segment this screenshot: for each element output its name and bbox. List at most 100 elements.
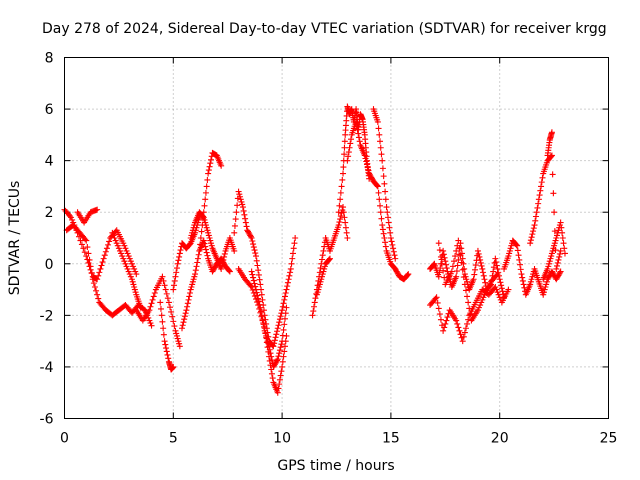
- data-point: [557, 247, 564, 254]
- data-point: [548, 129, 555, 136]
- data-point: [118, 250, 125, 257]
- data-point: [274, 328, 281, 335]
- data-point: [460, 274, 467, 281]
- data-point: [287, 265, 294, 272]
- data-point: [544, 265, 551, 272]
- data-point: [81, 249, 88, 256]
- data-point: [256, 276, 263, 283]
- data-point: [184, 300, 191, 307]
- data-point: [434, 299, 441, 306]
- data-point: [540, 291, 547, 298]
- data-point: [390, 248, 397, 255]
- data-series: [540, 219, 568, 283]
- data-point: [206, 163, 213, 170]
- data-point: [160, 331, 167, 338]
- data-point: [252, 253, 259, 260]
- data-point: [443, 317, 450, 324]
- data-point: [251, 280, 258, 287]
- data-point: [175, 257, 182, 264]
- data-point: [478, 262, 485, 269]
- data-point: [361, 152, 368, 159]
- data-point: [251, 247, 258, 254]
- data-point: [187, 286, 194, 293]
- data-point: [162, 286, 169, 293]
- data-point: [254, 262, 261, 269]
- data-point: [182, 310, 189, 317]
- data-point: [207, 237, 214, 244]
- data-series: [544, 129, 555, 159]
- data-point: [171, 277, 178, 284]
- data-point: [391, 252, 398, 259]
- data-point: [162, 341, 169, 348]
- data-point: [548, 250, 555, 257]
- data-point: [250, 241, 257, 248]
- data-point: [279, 332, 286, 339]
- data-point: [253, 257, 260, 264]
- data-point: [130, 281, 137, 288]
- data-series: [231, 188, 299, 350]
- data-point: [239, 201, 246, 208]
- data-point: [461, 281, 468, 288]
- data-point: [471, 271, 478, 278]
- data-point: [258, 291, 265, 298]
- data-point: [127, 258, 134, 265]
- data-point: [493, 272, 500, 279]
- x-axis-label: GPS time / hours: [277, 458, 394, 474]
- data-point: [342, 224, 349, 231]
- data-point: [466, 305, 473, 312]
- data-point: [276, 376, 283, 383]
- data-point: [276, 350, 283, 357]
- data-point: [268, 357, 275, 364]
- data-point: [454, 262, 461, 269]
- data-point: [390, 245, 397, 252]
- data-point: [535, 196, 542, 203]
- data-point: [176, 253, 183, 260]
- data-point: [94, 206, 101, 213]
- data-point: [123, 263, 130, 270]
- data-point: [382, 239, 389, 246]
- data-point: [514, 247, 521, 254]
- data-point: [239, 204, 246, 211]
- data-point: [146, 317, 153, 324]
- data-point: [164, 351, 171, 358]
- data-point: [530, 225, 537, 232]
- data-point: [480, 272, 487, 279]
- data-point: [435, 305, 442, 312]
- data-point: [276, 381, 283, 388]
- data-point: [258, 308, 265, 315]
- data-point: [200, 213, 207, 220]
- data-point: [274, 356, 281, 363]
- data-point: [266, 343, 273, 350]
- data-point: [249, 238, 256, 245]
- data-point: [193, 263, 200, 270]
- data-point: [259, 316, 266, 323]
- data-point: [176, 250, 183, 257]
- data-point: [453, 247, 460, 254]
- data-point: [533, 209, 540, 216]
- data-point: [319, 252, 326, 259]
- data-series: [370, 106, 399, 262]
- data-point: [237, 196, 244, 203]
- data-point: [470, 276, 477, 283]
- data-point: [550, 190, 557, 197]
- data-point: [442, 258, 449, 265]
- data-point: [453, 273, 460, 280]
- data-point: [288, 260, 295, 267]
- data-point: [480, 294, 487, 301]
- data-point: [149, 296, 156, 303]
- y-tick-label: -6: [40, 412, 54, 428]
- data-point: [382, 196, 389, 203]
- data-point: [176, 340, 183, 347]
- data-point: [282, 310, 289, 317]
- data-point: [337, 189, 344, 196]
- data-point: [339, 176, 346, 183]
- data-point: [432, 295, 439, 302]
- data-point: [557, 268, 564, 275]
- data-point: [435, 273, 442, 280]
- data-point: [472, 262, 479, 269]
- data-point: [455, 256, 462, 263]
- data-point: [459, 266, 466, 273]
- data-point: [275, 353, 282, 360]
- data-point: [140, 306, 147, 313]
- data-point: [102, 248, 109, 255]
